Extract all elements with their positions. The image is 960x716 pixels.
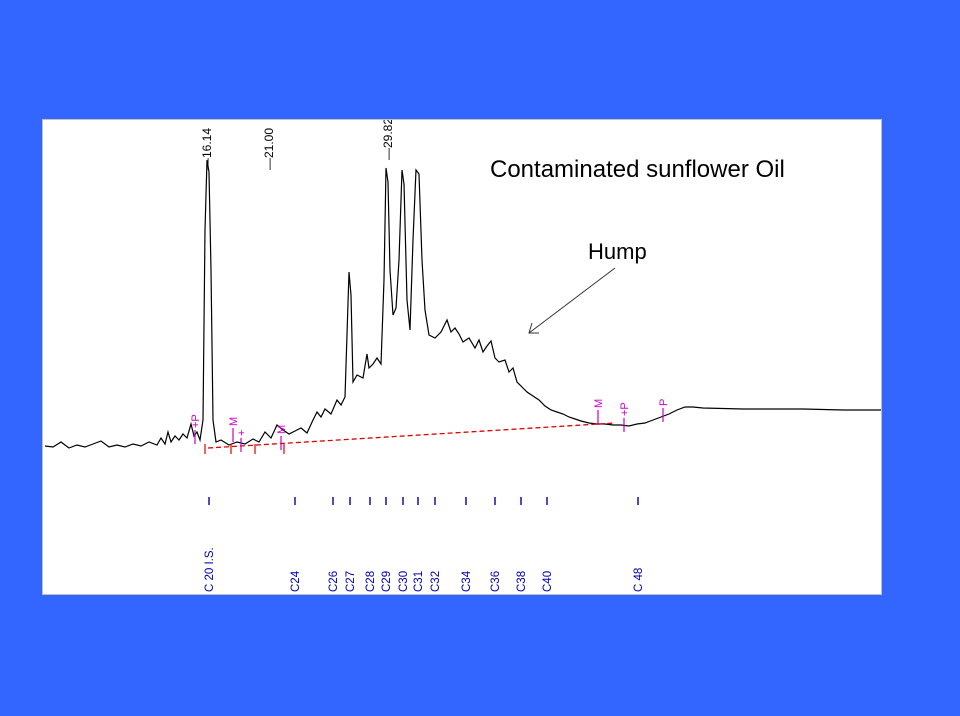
integration-mark-label: M [228, 417, 240, 426]
integration-mark-label: M [593, 399, 605, 408]
carbon-label: C29 [381, 571, 393, 592]
peak-time-label: —16.14 [200, 128, 214, 170]
integration-mark-label: M [276, 425, 288, 434]
carbon-label: C27 [345, 571, 357, 592]
carbon-label: C 20 I.S. [204, 547, 216, 592]
peak-time-label: —29.82 [381, 120, 395, 160]
integration-mark-label: P [658, 399, 670, 406]
hump-arrowhead [528, 322, 539, 334]
carbon-label: C30 [398, 571, 410, 592]
chart-title: Contaminated sunflower Oil [490, 156, 785, 183]
integration-mark-label: +P [619, 402, 631, 416]
hump-annotation: Hump [588, 239, 647, 264]
carbon-label: C31 [413, 571, 425, 592]
integration-mark-label: +P [190, 414, 202, 428]
carbon-label: C26 [328, 571, 340, 592]
carbon-label: C24 [290, 570, 302, 592]
carbon-label: C40 [542, 571, 554, 592]
peak-time-label: —21.00 [262, 128, 276, 170]
carbon-label: C28 [365, 571, 377, 592]
chromatogram-panel: +P M + M M +P P —16.14 —21.00 —29.82 C 20 I.S. C2… [42, 119, 882, 595]
chromatogram-plot: +P M + M M +P P —16.14 —21.00 —29.82 C 20 I.S. C2… [44, 120, 881, 592]
carbon-label: C38 [516, 571, 528, 592]
integration-baseline [207, 422, 616, 449]
integration-mark-label: + [236, 430, 248, 436]
chromatogram-trace [44, 159, 881, 449]
carbon-label: C36 [490, 571, 502, 592]
carbon-label: C 48 [633, 568, 645, 592]
carbon-label: C34 [461, 570, 473, 592]
carbon-label: C32 [430, 571, 442, 592]
hump-arrow [528, 267, 616, 334]
